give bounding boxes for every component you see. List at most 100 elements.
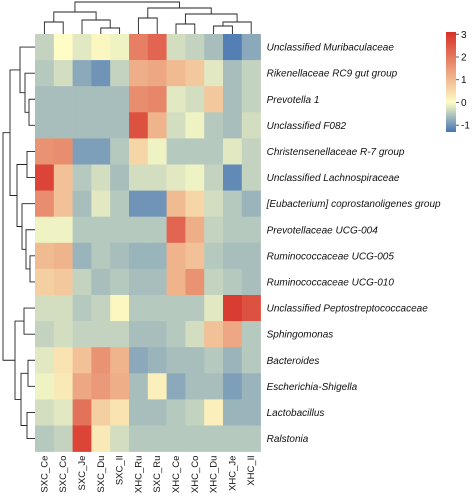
- heatmap-cell: [110, 86, 130, 113]
- heatmap-cell: [129, 216, 149, 244]
- heatmap-cell: [147, 86, 167, 113]
- heatmap-cell: [72, 60, 92, 87]
- heatmap-cell: [223, 373, 243, 400]
- column-label: XHC_Je: [227, 456, 238, 491]
- heatmap-cell: [223, 268, 243, 296]
- heatmap-cell: [110, 60, 130, 87]
- heatmap-cell: [204, 34, 224, 61]
- heatmap-cell: [72, 216, 92, 244]
- color-scale-tick-label: 2: [461, 53, 467, 64]
- color-scale-tick-label: 3: [461, 30, 467, 41]
- heatmap-cell: [110, 347, 130, 374]
- heatmap-cell: [223, 60, 243, 87]
- heatmap-cell: [53, 190, 73, 217]
- heatmap-cell: [35, 321, 55, 348]
- heatmap-cell: [204, 373, 224, 400]
- heatmap-cell: [185, 268, 205, 296]
- heatmap-cell: [166, 321, 186, 348]
- heatmap-cell: [35, 347, 55, 374]
- dendrogram-link: [27, 359, 35, 387]
- heatmap-cell: [147, 112, 167, 139]
- heatmap-cell: [185, 138, 205, 165]
- heatmap-cell: [166, 138, 186, 165]
- heatmap-cell: [72, 373, 92, 400]
- heatmap-cell: [147, 347, 167, 374]
- heatmap-cell: [129, 164, 149, 191]
- heatmap-cell: [35, 190, 55, 217]
- heatmap-cell: [91, 242, 111, 270]
- heatmap-cell: [166, 190, 186, 217]
- dendrogram-link: [19, 46, 35, 94]
- dendrogram-link: [9, 69, 20, 196]
- heatmap-cell: [166, 216, 186, 244]
- row-label: Christensenellaceae R-7 group: [267, 147, 405, 158]
- dendrogram-link: [26, 151, 35, 178]
- dendrogram-link: [147, 7, 212, 18]
- heatmap-cell: [72, 295, 92, 322]
- heatmap-cell: [166, 242, 186, 270]
- heatmap-cell: [166, 60, 186, 87]
- dendrogram-link: [28, 98, 35, 126]
- heatmap-cell: [223, 321, 243, 348]
- heatmap-cell: [223, 34, 243, 61]
- heatmap-cell: [110, 164, 130, 191]
- heatmap-cell: [204, 242, 224, 270]
- heatmap-cell: [185, 164, 205, 191]
- column-dendrogram: [43, 1, 252, 34]
- heatmap-cell: [129, 190, 149, 217]
- heatmap-cell: [91, 373, 111, 400]
- heatmap-cell: [129, 60, 149, 87]
- heatmap-cell: [241, 60, 261, 87]
- heatmap-cell: [110, 268, 130, 296]
- heatmap-cell: [53, 425, 73, 452]
- heatmap-cell: [241, 190, 261, 217]
- dendrogram-link: [100, 27, 121, 34]
- heatmap-cell: [110, 216, 130, 244]
- column-label: XHC_Ce: [171, 456, 182, 494]
- heatmap-cell: [185, 34, 205, 61]
- heatmap-cell: [35, 373, 55, 400]
- heatmap-cell: [53, 164, 73, 191]
- heatmap-cell: [147, 60, 167, 87]
- heatmap-cell: [129, 86, 149, 113]
- heatmap-cell: [204, 190, 224, 217]
- heatmap-cell: [91, 60, 111, 87]
- heatmap-cell: [204, 86, 224, 113]
- heatmap-cell: [91, 216, 111, 244]
- row-label: Ruminococcaceae UCG-010: [267, 277, 395, 288]
- dendrogram-link: [26, 412, 35, 439]
- dendrogram-link: [43, 21, 64, 34]
- heatmap-cell: [147, 321, 167, 348]
- color-scale-bar: [446, 32, 456, 132]
- heatmap-cell: [147, 190, 167, 217]
- heatmap-cell: [147, 138, 167, 165]
- heatmap-cell: [91, 138, 111, 165]
- heatmap-cell: [166, 268, 186, 296]
- heatmap-cell: [204, 164, 224, 191]
- heatmap-cell: [185, 112, 205, 139]
- heatmap-cell: [72, 321, 92, 348]
- heatmap-cell: [241, 268, 261, 296]
- column-label: XHC_Du: [209, 456, 220, 494]
- heatmap-cell: [204, 321, 224, 348]
- heatmap-cell: [185, 373, 205, 400]
- heatmap-cell: [53, 268, 73, 296]
- heatmap-cell: [35, 164, 55, 191]
- heatmap-cell: [129, 268, 149, 296]
- heatmap-cell: [110, 138, 130, 165]
- row-label: Ruminococcaceae UCG-005: [267, 251, 395, 262]
- heatmap-cell: [110, 399, 130, 426]
- dendrogram-link: [137, 17, 158, 34]
- heatmap-cell: [35, 295, 55, 322]
- heatmap-cell: [35, 268, 55, 296]
- heatmap-cell: [53, 399, 73, 426]
- heatmap-cell: [110, 373, 130, 400]
- heatmap-cell: [91, 399, 111, 426]
- row-label: Escherichia-Shigella: [267, 382, 358, 393]
- column-label: SXC_Je: [77, 456, 88, 491]
- heatmap-cell: [53, 347, 73, 374]
- heatmap-cell: [223, 295, 243, 322]
- heatmap-cell: [204, 216, 224, 244]
- row-label: Ralstonia: [267, 434, 309, 445]
- heatmap-cell: [91, 164, 111, 191]
